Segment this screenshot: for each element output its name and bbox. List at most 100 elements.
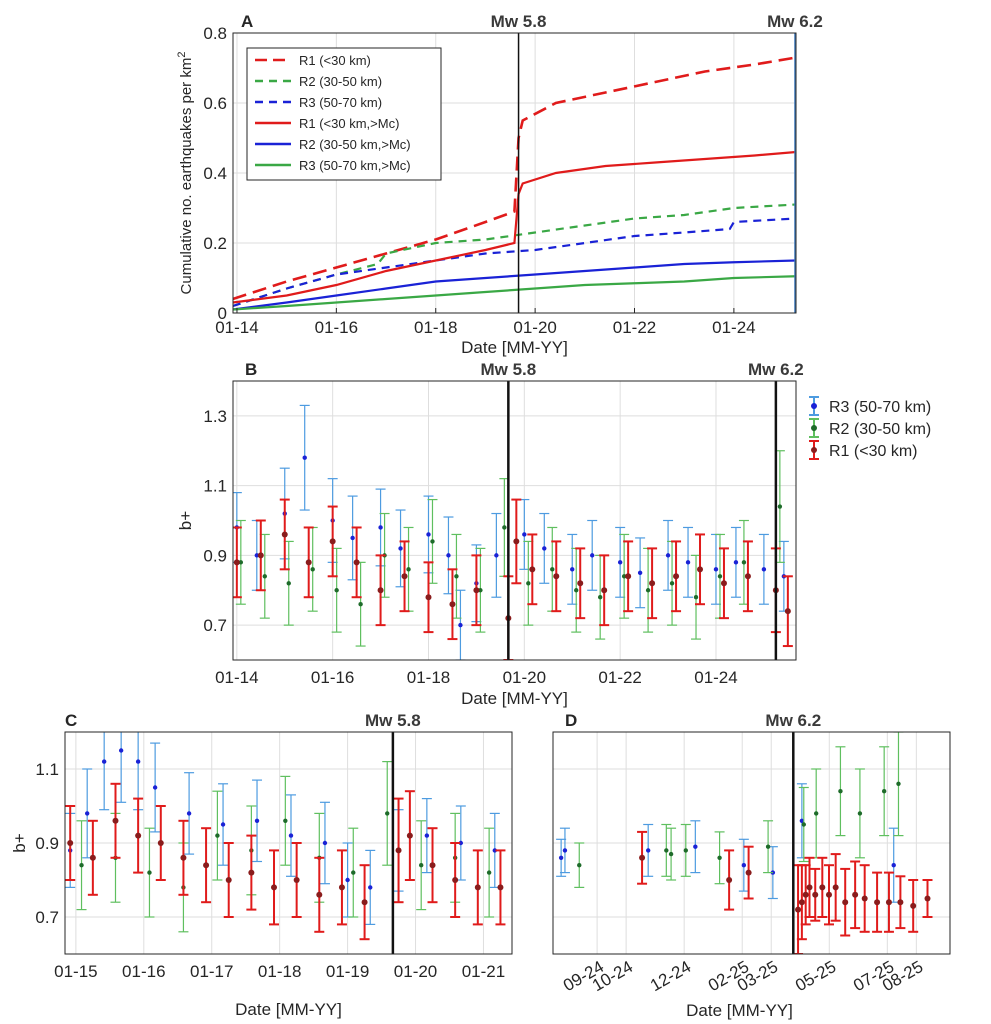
data-point xyxy=(79,863,84,868)
data-point xyxy=(157,840,164,846)
event-label-d: Mw 6.2 xyxy=(765,711,821,730)
data-point xyxy=(819,884,826,891)
data-point xyxy=(334,588,339,593)
data-point xyxy=(664,848,669,853)
data-point xyxy=(203,862,210,869)
plot-marks-c xyxy=(65,732,506,941)
y-tick-label-c: 0.9 xyxy=(35,834,59,853)
data-point xyxy=(118,748,124,753)
data-point xyxy=(885,899,892,906)
data-point xyxy=(529,566,536,573)
x-tick-label-a: 01-16 xyxy=(315,318,358,337)
data-point xyxy=(283,818,288,823)
data-point xyxy=(577,863,582,868)
data-point xyxy=(89,854,96,861)
series-line-a-6 xyxy=(232,275,797,311)
x-tick-label-b: 01-24 xyxy=(694,668,737,687)
data-point xyxy=(924,895,931,902)
data-point xyxy=(418,863,424,868)
data-point xyxy=(910,902,917,909)
data-point xyxy=(338,884,345,891)
x-tick-label-c: 01-15 xyxy=(54,962,97,981)
data-point xyxy=(486,870,492,875)
panel-letter-a: A xyxy=(241,12,253,31)
y-tick-label-a: 0.8 xyxy=(203,24,227,43)
data-point xyxy=(697,566,704,573)
data-point xyxy=(254,553,259,558)
data-point xyxy=(288,833,294,838)
data-point xyxy=(322,840,328,846)
y-tick-label-a: 0.6 xyxy=(203,94,227,113)
x-tick-label-a: 01-14 xyxy=(215,318,258,337)
data-point xyxy=(558,855,564,860)
series-line-a-5 xyxy=(232,259,797,311)
x-tick-label-a: 01-22 xyxy=(613,318,656,337)
data-point xyxy=(649,580,656,587)
data-point xyxy=(562,848,568,853)
data-point xyxy=(825,891,832,898)
data-point xyxy=(262,574,267,579)
data-point xyxy=(881,789,887,794)
data-point xyxy=(717,574,723,579)
data-point xyxy=(497,884,504,891)
data-point xyxy=(401,573,408,580)
axes-frame-c xyxy=(64,731,513,955)
data-point xyxy=(406,832,413,839)
legend-box-a xyxy=(246,47,442,181)
event-label-a: Mw 6.2 xyxy=(767,12,823,31)
data-point xyxy=(492,848,497,853)
y-tick-label-b: 1.1 xyxy=(203,477,227,496)
data-point xyxy=(446,553,451,558)
data-point xyxy=(473,587,480,594)
event-label-b: Mw 6.2 xyxy=(748,360,804,379)
data-point xyxy=(639,854,646,861)
data-point xyxy=(474,884,481,891)
data-point xyxy=(574,588,579,593)
data-point xyxy=(238,560,244,565)
data-point xyxy=(257,552,264,559)
x-tick-label-a: 01-20 xyxy=(513,318,556,337)
legend-label-a: R3 (50-70 km,>Mc) xyxy=(299,158,411,173)
event-label-a: Mw 5.8 xyxy=(491,12,547,31)
data-point xyxy=(513,538,520,545)
data-point xyxy=(597,595,603,600)
data-point xyxy=(385,811,390,816)
event-label-c: Mw 5.8 xyxy=(365,711,421,730)
data-point xyxy=(896,781,901,786)
data-point xyxy=(425,594,432,601)
x-tick-label-b: 01-20 xyxy=(503,668,546,687)
data-point xyxy=(458,622,463,628)
data-point xyxy=(745,869,752,876)
data-point xyxy=(645,588,651,593)
legend-label-a: R2 (30-50 km) xyxy=(299,74,382,89)
data-point xyxy=(358,602,363,607)
data-point xyxy=(625,573,632,580)
data-point xyxy=(406,567,411,572)
data-point xyxy=(784,608,791,615)
axes-frame-d xyxy=(552,731,951,955)
data-point xyxy=(378,525,383,530)
data-point xyxy=(186,811,192,816)
data-point xyxy=(685,560,691,565)
y-tick-label-a: 0.2 xyxy=(203,234,227,253)
data-point xyxy=(377,587,384,594)
data-point xyxy=(458,840,464,846)
legend-label-a: R3 (50-70 km) xyxy=(299,95,382,110)
data-point xyxy=(395,847,402,854)
data-point xyxy=(135,832,142,839)
data-point xyxy=(293,877,300,883)
y-tick-label-c: 0.7 xyxy=(35,908,59,927)
data-point xyxy=(271,884,278,891)
data-point xyxy=(305,559,312,566)
data-point xyxy=(345,877,350,883)
x-tick-label-b: 01-14 xyxy=(215,668,258,687)
data-point xyxy=(67,840,74,846)
data-point xyxy=(426,532,431,537)
data-point xyxy=(601,587,608,594)
x-tick-label-d: 05-25 xyxy=(792,957,839,995)
x-tick-label-c: 01-16 xyxy=(122,962,165,981)
data-point xyxy=(806,884,813,891)
x-axis-label-d: Date [MM-YY] xyxy=(686,1001,793,1020)
legend-marker-b xyxy=(811,447,817,453)
data-point xyxy=(668,851,674,857)
